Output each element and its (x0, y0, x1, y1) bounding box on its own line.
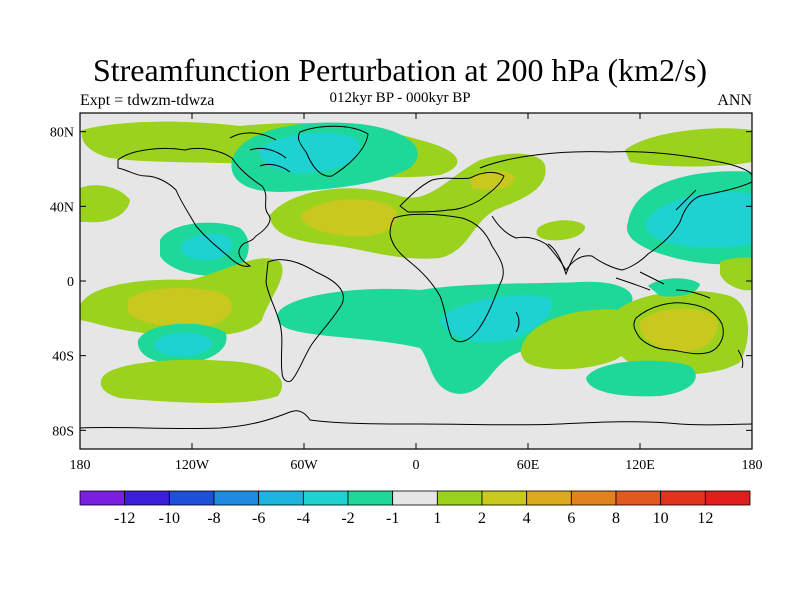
coastline-india (547, 243, 581, 276)
colorbar-bin (79, 490, 126, 506)
lon-tick-label: 120E (625, 458, 655, 473)
longitude-axis: 180 120W 60W 0 60E 120E 180 (70, 113, 763, 473)
colorbar-label: -10 (159, 510, 180, 527)
coastline-north-america (117, 147, 271, 267)
colorbar-label: -8 (207, 510, 220, 527)
colorbar-bin (704, 490, 751, 506)
season-label: ANN (717, 92, 752, 109)
colorbar-label: -12 (114, 510, 135, 527)
contour-south-australia-negative (586, 360, 696, 397)
colorbar-label: 12 (697, 510, 713, 527)
contour-atlantic-positive-core (300, 199, 398, 237)
lat-tick-label: 80S (52, 424, 74, 439)
colorbar-bin (481, 490, 528, 506)
coastline-europe (399, 171, 505, 213)
coastline-africa (389, 213, 504, 343)
coastline-indonesia (615, 271, 711, 299)
colorbar-bin (347, 490, 394, 506)
colorbar-bin (168, 490, 215, 506)
lon-tick-label: 0 (413, 458, 420, 473)
coastline-canadian-archipelago (229, 132, 291, 173)
colorbar-label: 8 (612, 510, 620, 527)
contour-greenland-negative-core (258, 132, 361, 174)
lon-tick-label: 180 (70, 458, 91, 473)
colorbar-bin (570, 490, 617, 506)
coastline-layer (80, 125, 752, 430)
colorbar-label: -2 (341, 510, 354, 527)
coastline-antarctica (80, 410, 752, 430)
coastline-australia (633, 302, 724, 355)
coastline-madagascar (515, 311, 520, 333)
coastline-greenland (297, 125, 369, 177)
contour-southern-africa-negative-core (440, 295, 552, 343)
colorbar: -12 -10 -8 -6 -4 -2 -1 1 2 4 6 8 10 12 (79, 490, 751, 527)
colorbar-bin (258, 490, 304, 506)
coastline-south-america (265, 259, 344, 383)
colorbar-bin (124, 490, 170, 506)
contour-south-pacific-high-lat-positive (100, 359, 283, 403)
plot-title: Streamfunction Perturbation at 200 hPa (… (92, 52, 708, 88)
lat-tick-label: 0 (67, 275, 74, 290)
colorbar-bin (436, 490, 483, 506)
colorbar-label: 1 (433, 510, 441, 527)
colorbar-label: 6 (567, 510, 575, 527)
colorbar-label: -6 (252, 510, 265, 527)
lon-tick-label: 60E (517, 458, 540, 473)
colorbar-label: 10 (653, 510, 669, 527)
contour-india-positive (536, 220, 586, 241)
contour-south-pacific-negative-core (154, 332, 213, 357)
contour-northeast-pacific-positive (80, 185, 130, 223)
lon-tick-label: 120W (175, 458, 210, 473)
colorbar-label: 4 (523, 510, 531, 527)
lat-tick-label: 80N (50, 126, 74, 141)
lon-tick-label: 180 (742, 458, 763, 473)
coastline-new-zealand (737, 349, 744, 369)
contour-east-pacific-negative-core (180, 233, 233, 261)
colorbar-label: 2 (478, 510, 486, 527)
lon-tick-label: 60W (290, 458, 318, 473)
coastline-japan (675, 189, 697, 211)
colorbar-bin (392, 490, 438, 506)
contour-east-pacific-edge-positive (720, 257, 752, 291)
colorbar-label: -1 (386, 510, 399, 527)
plot-subtitle: 012kyr BP - 000kyr BP (329, 90, 471, 106)
colorbar-bin (302, 490, 349, 506)
colorbar-bin (213, 490, 260, 506)
colorbar-bin (660, 490, 706, 506)
experiment-label: Expt = tdwzm-tdwza (80, 92, 215, 109)
contour-australia-positive-core (639, 308, 718, 352)
colorbar-bin (526, 490, 572, 506)
lat-tick-label: 40N (50, 200, 74, 215)
contour-south-pacific-positive-core (128, 287, 233, 328)
coastline-asia (479, 151, 752, 271)
latitude-axis: 80N 40N 0 40S 80S (50, 126, 752, 439)
lat-tick-label: 40S (52, 350, 74, 365)
contour-north-pacific-positive (625, 128, 752, 167)
colorbar-label: -4 (297, 510, 310, 527)
colorbar-bin (615, 490, 662, 506)
